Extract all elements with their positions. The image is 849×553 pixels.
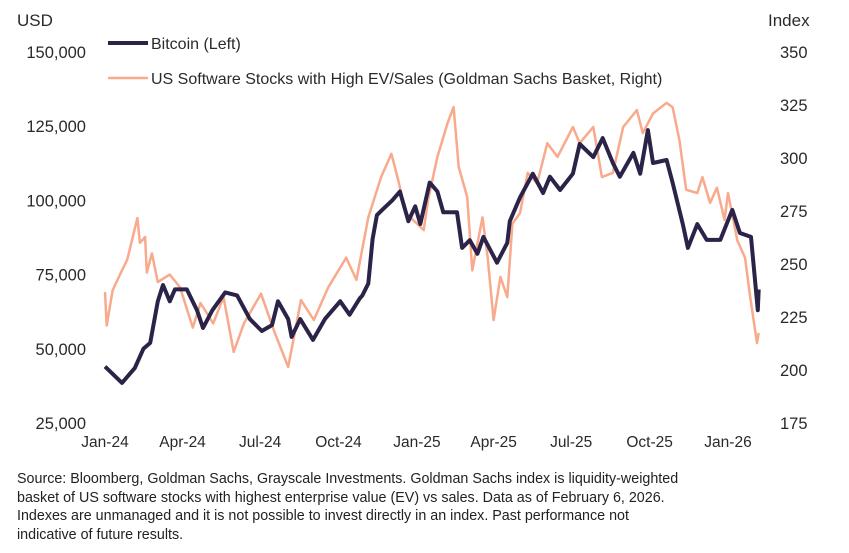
- left-tick-label: 150,000: [26, 44, 86, 62]
- footnote-line: basket of US software stocks with highes…: [17, 489, 665, 506]
- left-tick-label: 75,000: [36, 267, 86, 285]
- x-tick-label: Jul-24: [239, 434, 282, 451]
- right-tick-label: 200: [780, 362, 808, 380]
- left-axis-unit: USD: [17, 11, 53, 30]
- left-tick-label: 125,000: [26, 118, 86, 136]
- footnote-line: Source: Bloomberg, Goldman Sachs, Graysc…: [17, 471, 679, 487]
- footnote: Source: Bloomberg, Goldman Sachs, Graysc…: [17, 470, 678, 544]
- x-tick-label: Apr-24: [159, 434, 206, 451]
- x-axis-ticks: Jan-24 Apr-24 Jul-24 Oct-24 Jan-25 Apr-25 Jul-…: [81, 434, 751, 451]
- bitcoin-line: [103, 128, 761, 385]
- x-tick-label: Apr-25: [470, 434, 517, 451]
- right-axis-unit: Index: [768, 11, 810, 30]
- right-tick-label: 325: [780, 97, 808, 115]
- x-tick-label: Jan-25: [393, 434, 440, 451]
- right-tick-label: 300: [780, 150, 808, 168]
- x-tick-label: Oct-24: [315, 434, 362, 451]
- software-stocks-line: [103, 101, 760, 369]
- right-tick-label: 275: [780, 203, 808, 221]
- footnote-line: Indexes are unmanaged and it is not poss…: [17, 508, 629, 524]
- x-tick-label: Jul-25: [550, 434, 592, 451]
- left-axis-ticks: 150,000 125,000 100,000 75,000 50,000 25,000: [26, 44, 86, 433]
- right-axis-ticks: 350 325 300 275 250 225 200 175: [780, 44, 808, 433]
- legend-label-software: US Software Stocks with High EV/Sales (G…: [151, 71, 662, 88]
- footnote-line: indicative of future results.: [17, 526, 184, 543]
- x-tick-label: Jan-26: [704, 434, 751, 451]
- left-tick-label: 25,000: [36, 415, 86, 433]
- left-tick-label: 100,000: [26, 192, 86, 210]
- x-tick-label: Oct-25: [626, 434, 673, 451]
- left-tick-label: 50,000: [36, 341, 86, 359]
- right-tick-label: 250: [780, 256, 808, 274]
- series-lines: [103, 101, 761, 385]
- right-tick-label: 225: [780, 309, 808, 327]
- legend: Bitcoin (Left) US Software Stocks with H…: [108, 36, 662, 88]
- legend-label-bitcoin: Bitcoin (Left): [151, 36, 241, 53]
- x-tick-label: Jan-24: [81, 434, 129, 451]
- right-tick-label: 350: [780, 44, 808, 62]
- right-tick-label: 175: [780, 415, 808, 433]
